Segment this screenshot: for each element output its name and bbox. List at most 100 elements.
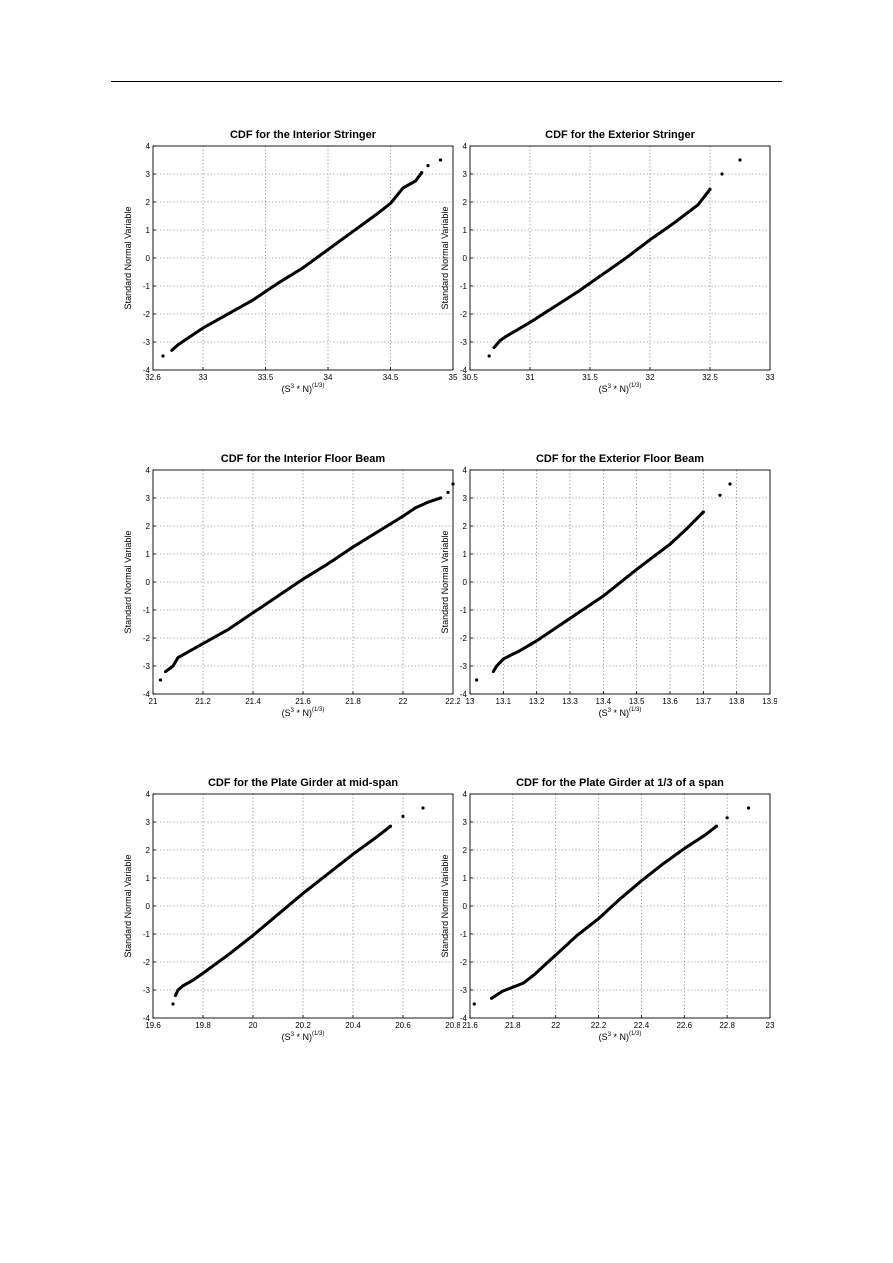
y-tick-label: 2 — [146, 522, 151, 531]
chart-title: CDF for the Plate Girder at 1/3 of a spa… — [516, 777, 724, 789]
y-tick-label: 0 — [146, 578, 151, 587]
x-tick-label: 22.4 — [634, 1021, 650, 1030]
x-tick-label: 19.8 — [195, 1021, 211, 1030]
chart-plate-girder-mid-span: CDF for the Plate Girder at mid-span 19.6… — [120, 774, 460, 1044]
y-tick-label: 2 — [146, 846, 151, 855]
x-tick-label: 13.3 — [562, 697, 578, 706]
x-axis-label: (S3 * N)(1/3) — [282, 1031, 325, 1042]
x-tick-label: 19.6 — [145, 1021, 161, 1030]
x-tick-label: 22.2 — [591, 1021, 607, 1030]
data-point — [738, 158, 742, 162]
y-axis-label: Standard Normal Variable — [440, 531, 450, 634]
data-point — [421, 806, 425, 810]
chart-interior-floor-beam: CDF for the Interior Floor Beam 21 21.2 21.… — [120, 450, 460, 720]
data-point — [487, 354, 491, 358]
y-tick-label: 0 — [463, 902, 468, 911]
x-tick-label: 20.4 — [345, 1021, 361, 1030]
x-tick-label: 21.8 — [345, 697, 361, 706]
y-tick-label: 3 — [463, 494, 468, 503]
x-tick-label: 21.8 — [505, 1021, 521, 1030]
chart-exterior-stringer: CDF for the Exterior Stringer 30.5 31 31.5 3… — [437, 126, 777, 396]
x-tick-label: 34 — [324, 373, 333, 382]
data-point — [472, 1002, 476, 1006]
data-point — [446, 490, 450, 494]
data-point — [388, 824, 393, 828]
x-tick-label: 13 — [466, 697, 475, 706]
x-tick-label: 13.1 — [496, 697, 512, 706]
axes-box — [469, 469, 771, 695]
x-tick-label: 32.5 — [702, 373, 718, 382]
y-tick-label: -2 — [460, 958, 468, 967]
y-tick-label: 1 — [146, 226, 151, 235]
y-tick-label: -1 — [143, 282, 151, 291]
x-tick-label: 31 — [526, 373, 535, 382]
x-tick-label: 33 — [199, 373, 208, 382]
y-tick-label: 3 — [146, 170, 151, 179]
y-tick-label: 3 — [463, 170, 468, 179]
data-point — [451, 482, 455, 486]
y-tick-label: 1 — [463, 874, 468, 883]
y-tick-label: 0 — [146, 902, 151, 911]
y-tick-label: 3 — [146, 494, 151, 503]
x-tick-label: 30.5 — [462, 373, 478, 382]
data-point — [746, 806, 751, 810]
x-axis-label: (S3 * N)(1/3) — [282, 383, 325, 394]
y-tick-label: 4 — [146, 142, 151, 151]
x-tick-label: 23 — [766, 1021, 775, 1030]
axes-box — [152, 469, 454, 695]
x-tick-label: 20 — [249, 1021, 258, 1030]
chart-svg: CDF for the Plate Girder at mid-span 19.6… — [123, 777, 460, 1042]
y-tick-label: 1 — [463, 550, 468, 559]
data-point — [475, 678, 479, 682]
y-tick-label: 2 — [463, 198, 468, 207]
x-tick-label: 22.6 — [676, 1021, 692, 1030]
data-point — [438, 496, 443, 500]
chart-svg: CDF for the Interior Floor Beam 21 21.2 21.… — [123, 453, 460, 718]
x-tick-label: 20.6 — [395, 1021, 411, 1030]
y-tick-label: -3 — [143, 662, 151, 671]
x-tick-label: 33.5 — [258, 373, 274, 382]
chart-svg: CDF for the Interior Stringer 32.6 33 33.5 3… — [123, 129, 458, 394]
y-tick-label: 0 — [146, 254, 151, 263]
data-point — [161, 354, 165, 358]
x-tick-label: 21.2 — [195, 697, 211, 706]
y-tick-label: -4 — [460, 690, 468, 699]
x-tick-label: 21 — [149, 697, 158, 706]
data-point — [438, 158, 443, 162]
y-tick-label: 4 — [146, 790, 151, 799]
y-tick-label: -3 — [460, 662, 468, 671]
y-tick-label: -4 — [143, 1014, 151, 1023]
y-axis-label: Standard Normal Variable — [123, 207, 133, 310]
y-tick-label: 2 — [146, 198, 151, 207]
x-tick-label: 20.8 — [445, 1021, 460, 1030]
x-axis-label: (S3 * N)(1/3) — [599, 383, 642, 394]
x-tick-label: 22 — [551, 1021, 560, 1030]
y-tick-label: -2 — [143, 958, 151, 967]
x-tick-label: 35 — [449, 373, 458, 382]
data-point — [426, 164, 430, 168]
x-axis-label: (S3 * N)(1/3) — [282, 707, 325, 718]
y-tick-label: 4 — [146, 466, 151, 475]
data-point — [720, 172, 724, 176]
y-tick-label: -2 — [460, 634, 468, 643]
chart-title: CDF for the Interior Floor Beam — [221, 453, 386, 465]
y-tick-label: -1 — [143, 930, 151, 939]
y-tick-label: 0 — [463, 254, 468, 263]
x-tick-label: 33 — [766, 373, 775, 382]
y-tick-label: -1 — [460, 282, 468, 291]
y-tick-label: -1 — [460, 606, 468, 615]
x-tick-label: 13.6 — [662, 697, 678, 706]
x-axis-label: (S3 * N)(1/3) — [599, 1031, 642, 1042]
y-tick-label: -2 — [143, 310, 151, 319]
data-point — [718, 493, 722, 497]
data-point — [708, 187, 712, 191]
y-tick-label: 2 — [463, 522, 468, 531]
y-tick-label: 3 — [463, 818, 468, 827]
y-tick-label: 4 — [463, 466, 468, 475]
y-tick-label: 1 — [146, 874, 151, 883]
y-tick-label: -4 — [143, 366, 151, 375]
y-tick-label: 4 — [463, 790, 468, 799]
x-tick-label: 13.5 — [629, 697, 645, 706]
x-tick-label: 22.2 — [445, 697, 460, 706]
data-point — [158, 678, 163, 682]
